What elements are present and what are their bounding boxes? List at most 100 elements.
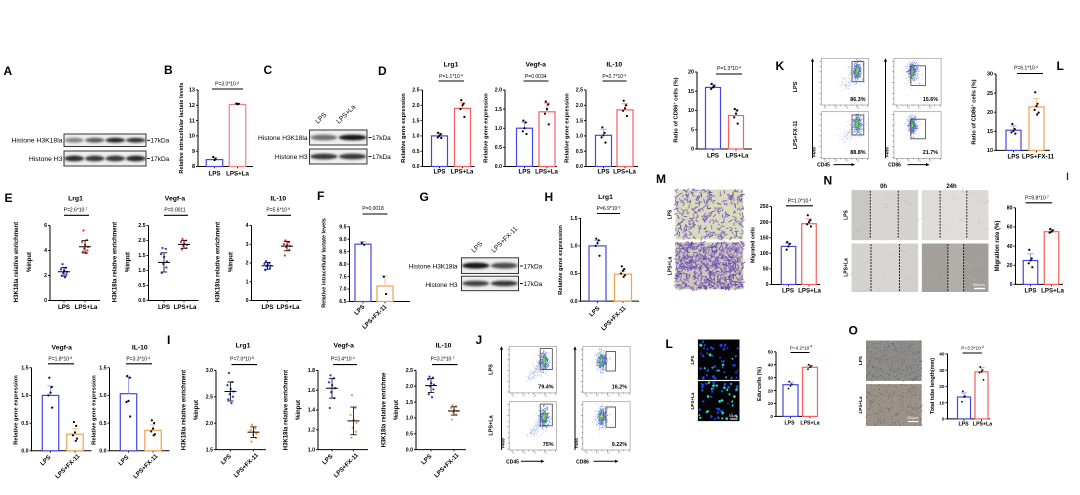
svg-text:LPS+La: LPS+La [798, 287, 821, 294]
svg-text:0: 0 [942, 417, 945, 422]
svg-text:CD86: CD86 [888, 163, 901, 169]
svg-text:2.0: 2.0 [576, 103, 583, 109]
svg-text:P=9.8*10-7: P=9.8*10-7 [1025, 195, 1049, 202]
svg-text:2.5: 2.5 [138, 223, 145, 229]
svg-text:15: 15 [688, 89, 694, 95]
svg-text:2.0: 2.0 [138, 238, 145, 244]
svg-text:2.0: 2.0 [495, 88, 502, 94]
svg-text:LPS+La: LPS+La [535, 169, 558, 176]
svg-text:1.0: 1.0 [406, 416, 413, 422]
svg-text:CD86: CD86 [576, 459, 589, 465]
svg-text:10: 10 [929, 159, 932, 163]
svg-text:A: A [4, 64, 13, 78]
svg-text:C: C [264, 63, 273, 77]
svg-text:Vegf-a: Vegf-a [52, 345, 73, 352]
svg-text:6: 6 [44, 223, 47, 229]
svg-text:H3K18la relative enrichment: H3K18la relative enrichment [284, 370, 290, 450]
svg-text:Edu+cells (%): Edu+cells (%) [757, 367, 764, 401]
svg-text:Vegf-a: Vegf-a [334, 342, 355, 349]
svg-text:17kDa: 17kDa [151, 156, 170, 163]
svg-text:0.0: 0.0 [412, 164, 419, 170]
svg-text:10: 10 [907, 105, 910, 109]
svg-text:10: 10 [856, 159, 859, 163]
svg-text:H3K18la relative enrichme: H3K18la relative enrichme [382, 372, 388, 447]
svg-text:0.0: 0.0 [576, 164, 583, 170]
svg-text:0.5: 0.5 [406, 431, 413, 437]
svg-text:10: 10 [596, 393, 599, 397]
svg-text:Vegf-a: Vegf-a [165, 196, 186, 203]
svg-text:50: 50 [768, 350, 774, 355]
svg-text:LPS+La: LPS+La [973, 421, 992, 427]
svg-text:10: 10 [918, 159, 921, 163]
svg-text:60: 60 [1007, 225, 1013, 231]
svg-text:0.5: 0.5 [138, 283, 145, 289]
svg-text:80: 80 [1007, 206, 1013, 212]
svg-text:Relative intracellular lactate: Relative intracellular lactate levels [322, 218, 328, 308]
svg-text:10: 10 [845, 159, 848, 163]
svg-text:10: 10 [918, 105, 921, 109]
svg-text:E: E [5, 191, 13, 205]
svg-text:2.0: 2.0 [412, 103, 419, 109]
svg-text:10: 10 [512, 393, 515, 397]
svg-text:1.6: 1.6 [308, 388, 315, 394]
svg-text:3.0: 3.0 [206, 368, 213, 374]
svg-text:J: J [476, 333, 483, 347]
svg-text:LPS: LPS [489, 364, 495, 375]
svg-text:10: 10 [596, 450, 599, 454]
svg-text:F4/80: F4/80 [502, 438, 506, 448]
svg-text:2.0: 2.0 [406, 384, 413, 390]
svg-text:0.0: 0.0 [21, 449, 28, 455]
svg-text:1.0: 1.0 [99, 393, 106, 399]
svg-text:0.0: 0.0 [406, 447, 413, 453]
svg-text:86.3%: 86.3% [850, 97, 865, 103]
svg-text:0.0: 0.0 [495, 164, 502, 170]
svg-text:7.5: 7.5 [339, 274, 346, 280]
svg-text:15.6%: 15.6% [923, 97, 938, 103]
svg-text:%input: %input [229, 252, 235, 272]
svg-text:50: 50 [763, 267, 769, 273]
svg-text:LPS: LPS [690, 356, 695, 365]
svg-text:10: 10 [533, 450, 536, 454]
svg-text:500μm: 500μm [973, 282, 986, 287]
svg-text:88.8%: 88.8% [850, 150, 865, 156]
svg-text:Histone H3K18la: Histone H3K18la [409, 264, 458, 271]
svg-text:LPS+La: LPS+La [226, 171, 249, 178]
svg-text:1.5: 1.5 [206, 447, 213, 453]
svg-text:Ratio of CD86+ cells (%): Ratio of CD86+ cells (%) [673, 77, 680, 142]
svg-text:P=1.0*10-4: P=1.0*10-4 [788, 198, 812, 205]
svg-text:1.5: 1.5 [576, 118, 583, 124]
svg-text:7.0: 7.0 [339, 287, 346, 293]
svg-text:P=1.8*10-5: P=1.8*10-5 [48, 356, 72, 363]
svg-text:30: 30 [939, 368, 945, 373]
svg-text:1.0: 1.0 [495, 126, 502, 132]
svg-text:1.5: 1.5 [99, 365, 106, 371]
svg-text:1.5: 1.5 [21, 365, 28, 371]
svg-text:I: I [167, 333, 170, 347]
svg-text:1.5: 1.5 [406, 400, 413, 406]
svg-text:10: 10 [522, 450, 525, 454]
svg-text:30: 30 [768, 375, 774, 380]
svg-text:LPS+La: LPS+La [858, 396, 863, 413]
svg-text:150: 150 [760, 235, 769, 241]
svg-text:20: 20 [987, 110, 993, 116]
svg-text:N: N [824, 174, 833, 188]
svg-text:Histone H3: Histone H3 [29, 156, 63, 163]
svg-text:LPS: LPS [208, 171, 220, 178]
svg-text:0: 0 [1010, 282, 1013, 288]
svg-text:0.0: 0.0 [138, 298, 145, 304]
svg-text:40: 40 [768, 362, 774, 367]
svg-text:LPS: LPS [158, 304, 170, 311]
svg-text:P=3.3*10-4: P=3.3*10-4 [961, 345, 984, 351]
svg-text:1.5: 1.5 [570, 216, 577, 222]
svg-text:2: 2 [246, 261, 249, 267]
svg-text:8.5: 8.5 [339, 249, 346, 255]
svg-text:24h: 24h [946, 184, 957, 190]
svg-text:1.0: 1.0 [21, 393, 28, 399]
svg-text:1.0: 1.0 [576, 134, 583, 140]
svg-text:LPS+La: LPS+La [1041, 287, 1064, 294]
svg-text:0.0: 0.0 [99, 449, 106, 455]
svg-text:LPS: LPS [261, 304, 273, 311]
svg-text:13: 13 [189, 88, 195, 94]
svg-text:L: L [666, 337, 673, 351]
svg-text:LPS: LPS [844, 209, 850, 219]
